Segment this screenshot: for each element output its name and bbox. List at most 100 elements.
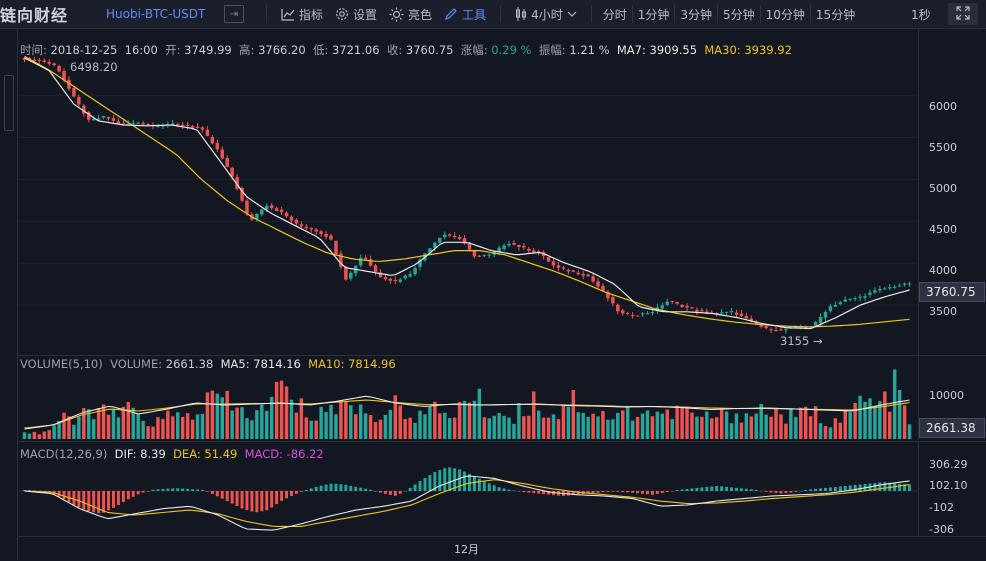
volume-bar [299, 398, 304, 439]
candle-body [77, 96, 81, 105]
macd-chart[interactable] [18, 442, 918, 536]
macd-histogram-bar [210, 491, 214, 494]
macd-histogram-bar [92, 491, 96, 513]
interval-5min[interactable]: 5分钟 [723, 7, 755, 22]
volume-bar [719, 409, 724, 439]
macd-histogram-bar [42, 491, 46, 492]
candle-body [517, 245, 521, 248]
macd-indicator-label: MACD(12,26,9) [20, 447, 108, 461]
macd-histogram-bar [517, 491, 521, 492]
volume-bar [116, 417, 121, 439]
volume-bar [101, 404, 106, 439]
candle-body [47, 61, 51, 64]
macd-histogram-bar [626, 491, 630, 493]
candle-body [87, 112, 91, 120]
volume-bar [260, 404, 264, 439]
candle-body [106, 117, 111, 119]
macd-histogram-bar [477, 478, 481, 491]
volume-bar [907, 424, 912, 439]
macd-histogram-bar [759, 490, 763, 492]
macd-histogram-bar [255, 491, 259, 513]
volume-bar [576, 412, 580, 439]
candle-body [42, 60, 46, 63]
macd-histogram-bar [819, 488, 823, 491]
volume-bar [596, 416, 600, 439]
macd-histogram-bar [37, 490, 41, 492]
exchange-arrow-icon[interactable]: ⇥ [224, 5, 244, 23]
indicators-button[interactable]: 指标 [275, 6, 329, 23]
interval-dropdown[interactable]: 4小时 [509, 6, 583, 23]
volume-bar [274, 381, 279, 439]
settings-button[interactable]: 设置 [329, 6, 383, 23]
interval-timeline[interactable]: 分时 [602, 7, 627, 22]
macd-histogram-bar [166, 488, 170, 491]
macd-histogram-bar [532, 491, 536, 494]
interval-3min[interactable]: 3分钟 [680, 7, 712, 22]
volume-bar [502, 415, 506, 439]
candle-body [52, 63, 56, 66]
volume-bar [828, 427, 833, 439]
volume-bar [843, 410, 847, 439]
interval-1sec[interactable]: 1秒 [911, 7, 931, 22]
candle-body [339, 253, 343, 267]
interval-15min[interactable]: 15分钟 [815, 7, 856, 22]
macd-histogram-bar [883, 482, 887, 491]
candle-body [96, 118, 101, 120]
candle-body [477, 255, 482, 257]
volume-bar [705, 411, 709, 439]
theme-toggle-button[interactable]: 亮色 [383, 6, 438, 23]
macd-histogram-bar [205, 491, 209, 492]
panel-divider[interactable] [18, 355, 986, 356]
macd-histogram-bar [176, 488, 180, 491]
macd-histogram-bar [408, 487, 412, 491]
volume-bar [833, 418, 838, 439]
volume-bar [378, 419, 383, 439]
candle-body [650, 312, 655, 314]
toolbar-divider [266, 5, 267, 23]
fullscreen-button[interactable] [948, 3, 978, 25]
volume-bar [329, 404, 333, 439]
interval-selected-label: 4小时 [531, 7, 563, 22]
macd-histogram-bar [453, 468, 457, 491]
candle-body [561, 267, 566, 269]
macd-histogram-bar [215, 491, 219, 497]
volume-bar [744, 413, 749, 439]
price-chart[interactable] [18, 29, 918, 355]
volume-bar [210, 390, 215, 439]
high-price-marker: 6498.20 [70, 60, 118, 74]
macd-histogram-bar [754, 489, 758, 491]
volume-bar [180, 416, 185, 439]
panel-divider[interactable] [18, 441, 986, 442]
volume-bar [616, 413, 620, 439]
drawing-panel-handle[interactable] [4, 75, 14, 131]
macd-histogram-bar [665, 491, 669, 492]
candle-body [902, 283, 907, 285]
symbol-selector[interactable]: Huobi-BTC-USDT [106, 7, 206, 21]
volume-bar [245, 418, 249, 439]
macd-histogram-bar [695, 487, 699, 491]
candle-body [621, 310, 625, 314]
candle-body [838, 302, 843, 305]
candle-body [240, 188, 244, 201]
macd-histogram-bar [873, 483, 877, 491]
volume-bar [873, 406, 877, 439]
volume-bar [363, 413, 368, 439]
volume-bar [200, 413, 205, 439]
volume-chart[interactable] [18, 356, 918, 440]
candle-body [734, 312, 739, 315]
volume-bar [655, 411, 660, 439]
macd-histogram-bar [764, 491, 768, 492]
price-tick: 3500 [929, 305, 957, 318]
candle-body [235, 177, 239, 189]
candle-body [502, 245, 506, 250]
macd-histogram-bar [339, 484, 343, 491]
candle-body [314, 229, 318, 232]
interval-1min[interactable]: 1分钟 [637, 7, 670, 22]
tools-button[interactable]: 工具 [438, 6, 492, 23]
volume-bar [803, 406, 808, 439]
interval-10min[interactable]: 10分钟 [765, 7, 805, 22]
macd-histogram-bar [690, 488, 694, 491]
macd-histogram-bar [181, 488, 185, 491]
candle-body [883, 288, 887, 290]
macd-histogram-bar [571, 491, 575, 496]
